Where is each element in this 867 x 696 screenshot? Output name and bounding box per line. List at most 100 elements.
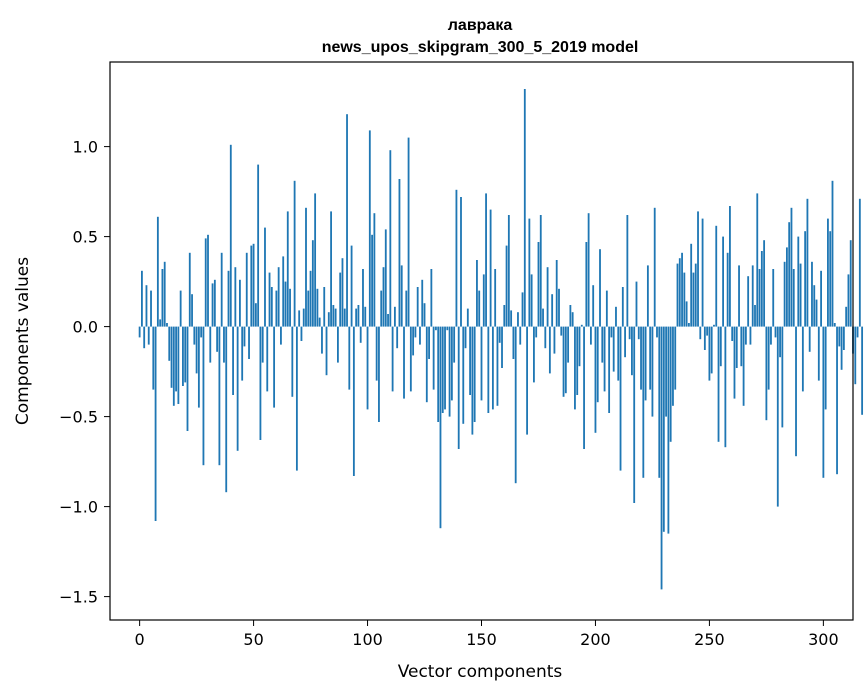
bar-28 <box>202 326 205 466</box>
bar-192 <box>576 326 579 395</box>
bar-246 <box>699 326 702 340</box>
bar-61 <box>277 267 280 327</box>
bar-284 <box>785 247 788 327</box>
bar-276 <box>767 326 770 390</box>
x-axis-ticks: 0 50 100 150 200 250 300 <box>135 620 839 649</box>
bar-160 <box>503 305 506 327</box>
bar-150 <box>480 326 483 401</box>
bar-23 <box>191 294 193 327</box>
bar-2 <box>143 326 146 349</box>
bar-298 <box>817 326 820 381</box>
bar-77 <box>314 193 317 327</box>
bar-151 <box>482 274 485 327</box>
bar-261 <box>733 326 736 399</box>
bar-16 <box>175 326 177 392</box>
chart-title-line1: лавракa <box>448 17 513 34</box>
bar-220 <box>640 326 642 390</box>
bar-159 <box>501 326 503 368</box>
bar-129 <box>432 326 435 390</box>
bar-94 <box>352 326 355 476</box>
bar-130 <box>435 326 437 331</box>
bar-294 <box>808 326 811 352</box>
bar-133 <box>441 326 444 413</box>
bar-188 <box>567 326 570 363</box>
bar-42 <box>234 267 237 327</box>
bar-68 <box>293 180 296 327</box>
bar-211 <box>619 326 622 471</box>
bar-25 <box>195 326 198 374</box>
bar-136 <box>448 326 451 417</box>
bar-39 <box>227 270 230 327</box>
bar-59 <box>273 326 276 408</box>
bar-32 <box>211 283 214 327</box>
bar-90 <box>343 308 346 327</box>
bar-194 <box>580 324 583 327</box>
bar-124 <box>421 279 424 327</box>
bar-154 <box>489 209 492 327</box>
bar-293 <box>806 198 809 327</box>
bar-306 <box>836 326 838 475</box>
bar-183 <box>555 260 558 327</box>
bar-249 <box>706 326 709 336</box>
bar-212 <box>621 287 624 327</box>
bar-41 <box>232 326 234 395</box>
bar-80 <box>321 326 323 354</box>
bar-27 <box>200 326 203 338</box>
bar-169 <box>523 89 526 327</box>
bar-195 <box>583 326 585 449</box>
bar-187 <box>564 326 567 394</box>
bar-34 <box>216 326 219 352</box>
bar-232 <box>667 326 670 534</box>
bar-102 <box>371 234 374 327</box>
bar-140 <box>457 326 460 449</box>
bar-275 <box>765 326 768 421</box>
bar-173 <box>533 326 535 383</box>
bar-277 <box>770 326 772 345</box>
bar-48 <box>248 326 250 359</box>
bar-76 <box>311 240 314 327</box>
bar-66 <box>289 288 291 327</box>
bar-119 <box>409 326 412 392</box>
bar-272 <box>758 269 761 327</box>
x-tick-label-50: 50 <box>243 630 263 649</box>
bar-152 <box>485 193 487 327</box>
bar-44 <box>239 279 241 327</box>
bar-256 <box>722 236 724 327</box>
x-tick-label-250: 250 <box>694 630 725 649</box>
bar-92 <box>348 326 351 390</box>
y-tick-label-3: −0.5 <box>59 408 98 427</box>
bar-158 <box>498 326 501 343</box>
bar-43 <box>236 326 239 451</box>
bar-99 <box>364 306 367 327</box>
bar-83 <box>327 312 330 327</box>
bar-168 <box>521 292 524 327</box>
bar-50 <box>252 243 255 327</box>
bar-252 <box>713 324 715 327</box>
bar-289 <box>797 236 800 327</box>
bar-231 <box>665 326 668 417</box>
bar-112 <box>393 306 396 327</box>
bar-178 <box>544 326 547 349</box>
bar-125 <box>423 303 426 327</box>
bar-267 <box>747 276 750 327</box>
bar-166 <box>517 312 519 327</box>
bar-127 <box>428 326 430 359</box>
bar-209 <box>615 306 617 327</box>
bar-47 <box>245 252 248 327</box>
bar-149 <box>478 290 481 327</box>
bar-8 <box>156 216 159 327</box>
x-tick-label-0: 0 <box>135 630 145 649</box>
bar-138 <box>453 326 456 363</box>
bar-153 <box>487 326 490 413</box>
bar-4 <box>147 326 150 345</box>
bar-262 <box>735 326 738 368</box>
bar-156 <box>494 269 497 327</box>
bar-0 <box>138 326 141 338</box>
bar-111 <box>391 326 394 392</box>
bar-223 <box>646 265 649 327</box>
bar-137 <box>450 326 453 401</box>
bar-142 <box>462 326 465 424</box>
bar-135 <box>446 326 449 331</box>
bar-196 <box>585 242 588 327</box>
bar-247 <box>701 218 704 327</box>
